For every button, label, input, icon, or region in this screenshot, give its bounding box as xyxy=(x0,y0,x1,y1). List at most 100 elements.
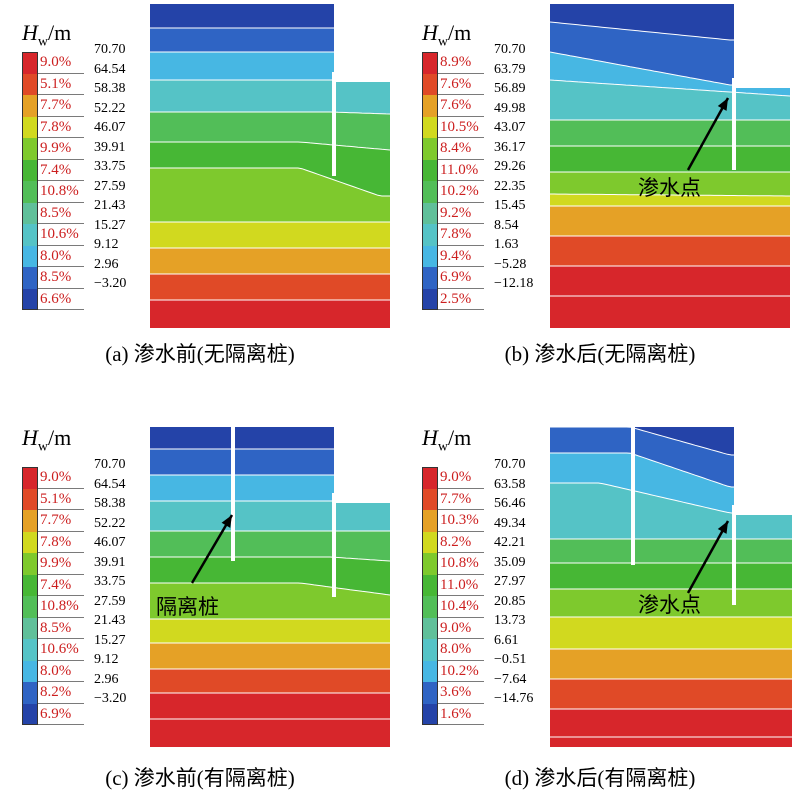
isolation-pile xyxy=(231,427,235,561)
legend-item: 9.0% xyxy=(22,467,100,489)
legend-separator xyxy=(438,309,484,310)
legend-item: 10.6% xyxy=(22,639,100,661)
retaining-wall xyxy=(332,72,336,176)
seepage-point-label: 渗水点 xyxy=(638,176,701,200)
legend-separator xyxy=(438,266,484,267)
legend-separator xyxy=(438,244,484,246)
legend-separator xyxy=(38,115,84,117)
plot-body xyxy=(150,427,390,747)
contour-band xyxy=(150,501,390,531)
legend-percent: 10.2% xyxy=(440,662,479,679)
legend: 9.0% 5.1% 7.7% 7.8% 9.9% 7.4% 10.8% 8.5% 10.6% 8.… xyxy=(22,467,100,725)
tick-labels: 70.70 63.58 56.46 49.34 42.21 35.09 27.97 20.85… xyxy=(494,455,554,709)
legend-swatch xyxy=(422,596,438,618)
contour-line xyxy=(150,582,390,596)
legend-swatch xyxy=(22,553,38,575)
legend-item: 8.5% xyxy=(22,267,100,289)
legend-separator xyxy=(38,681,84,682)
legend-swatch xyxy=(22,682,38,704)
legend-separator xyxy=(38,595,84,596)
tick-label: 9.12 xyxy=(94,237,119,252)
tick-label: 2.96 xyxy=(94,671,119,687)
legend-swatch xyxy=(22,73,38,95)
legend-swatch xyxy=(22,510,38,532)
caption: (c) 渗水前(有隔离桩) xyxy=(105,766,295,790)
contour-band xyxy=(550,427,792,487)
tick-label: 70.70 xyxy=(494,42,526,57)
legend-percent: 7.8% xyxy=(40,118,72,135)
caption: (a) 渗水前(无隔离桩) xyxy=(105,342,295,366)
contour-band xyxy=(150,449,390,475)
retaining-wall xyxy=(732,505,736,605)
contour-band xyxy=(150,669,390,693)
legend-swatch xyxy=(22,202,38,224)
contour-band xyxy=(550,649,792,679)
tick-label: 29.26 xyxy=(494,159,526,174)
annotation-arrow xyxy=(686,520,730,594)
contour-band xyxy=(150,583,390,619)
legend-separator xyxy=(438,201,484,203)
legend-percent: 10.6% xyxy=(40,641,79,657)
tick-label: 22.35 xyxy=(494,178,526,194)
tick-label: 13.73 xyxy=(494,613,526,628)
legend-swatch xyxy=(22,596,38,618)
tick-label: 70.70 xyxy=(94,457,126,472)
tick-label: 21.43 xyxy=(94,613,126,628)
legend-item: 10.8% xyxy=(22,596,100,618)
contour-band xyxy=(550,194,790,206)
legend-swatch xyxy=(22,52,38,74)
legend-item: 10.3% xyxy=(422,510,500,532)
legend-percent: 10.3% xyxy=(440,512,479,528)
legend-swatch xyxy=(422,553,438,575)
legend-percent: 8.2% xyxy=(40,684,72,700)
tick-label: 64.54 xyxy=(94,476,126,492)
legend-swatch xyxy=(22,159,38,181)
contour-band xyxy=(550,427,792,455)
legend-separator xyxy=(38,287,84,289)
tick-label: 15.45 xyxy=(494,198,526,213)
legend-percent: 7.7% xyxy=(40,97,72,113)
contour-band xyxy=(150,248,390,274)
legend-item: 9.9% xyxy=(22,138,100,160)
legend-separator xyxy=(438,487,484,489)
legend-percent: 10.8% xyxy=(40,183,79,199)
legend-separator xyxy=(438,509,484,510)
tick-label: 15.27 xyxy=(94,632,126,648)
legend-swatch xyxy=(422,682,438,704)
hw-label: Hw/m xyxy=(22,425,72,455)
legend-swatch xyxy=(422,52,438,74)
tick-label: 35.09 xyxy=(494,554,526,570)
contour-line xyxy=(550,193,790,197)
legend-percent: 8.0% xyxy=(440,641,472,657)
legend-separator xyxy=(438,573,484,575)
contour-line xyxy=(550,79,790,97)
legend-swatch xyxy=(422,267,438,289)
legend-swatch xyxy=(422,574,438,596)
legend-item: 8.9% xyxy=(422,52,500,74)
hw-label: Hw/m xyxy=(422,425,472,455)
legend-percent: 8.5% xyxy=(40,269,72,285)
legend-percent: 10.6% xyxy=(40,226,79,242)
contour-band xyxy=(550,266,790,296)
legend-percent: 9.2% xyxy=(440,204,472,221)
legend-swatch xyxy=(422,488,438,510)
annotation-arrow xyxy=(190,514,234,584)
legend-percent: 7.8% xyxy=(440,226,472,242)
legend-swatch xyxy=(22,224,38,246)
legend-swatch xyxy=(422,159,438,181)
legend-separator xyxy=(38,702,84,704)
legend-swatch xyxy=(22,245,38,267)
legend-item: 7.4% xyxy=(22,159,100,181)
legend-percent: 3.6% xyxy=(440,684,472,700)
panel-b: Hw/m 8.9% 7.6% 7.6% 10.5% 8.4% 11.0% 10.2% 9.2%… xyxy=(400,0,800,397)
legend-item: 10.2% xyxy=(422,181,500,203)
legend-swatch xyxy=(22,288,38,310)
tick-label: −0.51 xyxy=(494,652,527,667)
legend-item: 8.2% xyxy=(422,531,500,553)
arrow-head xyxy=(717,521,728,534)
legend-percent: 6.9% xyxy=(40,705,72,722)
contour-band xyxy=(550,146,790,172)
legend-percent: 9.9% xyxy=(40,555,72,571)
contour-band xyxy=(550,4,790,40)
legend-swatch xyxy=(22,660,38,682)
